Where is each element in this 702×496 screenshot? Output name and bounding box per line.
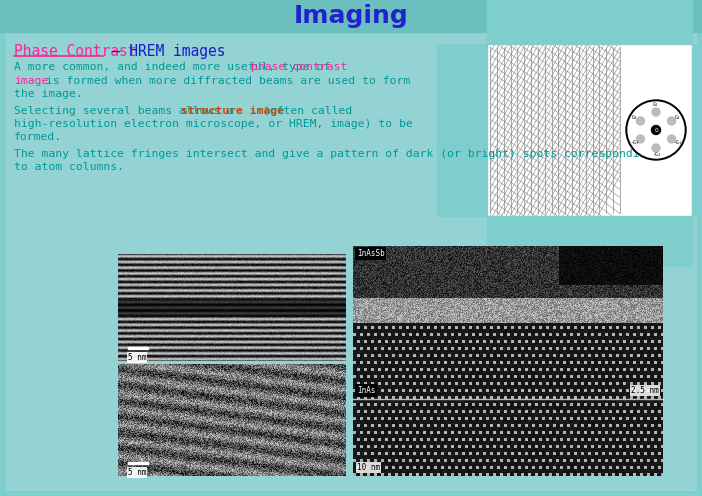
Bar bbox=[128, 462, 148, 464]
Text: InAsSb: InAsSb bbox=[357, 249, 385, 258]
Text: -G₃: -G₃ bbox=[630, 140, 639, 145]
Text: phase contrast: phase contrast bbox=[251, 62, 347, 72]
Text: 5 nm: 5 nm bbox=[128, 353, 147, 362]
Circle shape bbox=[637, 117, 644, 125]
Text: G₃: G₃ bbox=[632, 115, 637, 120]
Text: structure image: structure image bbox=[180, 106, 284, 116]
Text: G₂: G₂ bbox=[675, 115, 680, 120]
Circle shape bbox=[652, 108, 660, 116]
Circle shape bbox=[651, 125, 661, 134]
Text: – HREM images: – HREM images bbox=[103, 44, 225, 59]
Text: 5 nm: 5 nm bbox=[128, 468, 147, 477]
Text: O: O bbox=[655, 127, 658, 132]
Bar bbox=[487, 44, 692, 216]
Text: to atom columns.: to atom columns. bbox=[14, 163, 124, 173]
Text: -G₁: -G₁ bbox=[673, 140, 682, 145]
Circle shape bbox=[652, 144, 660, 152]
Text: G₁: G₁ bbox=[653, 103, 659, 108]
Circle shape bbox=[637, 135, 644, 143]
Bar bbox=[437, 44, 487, 216]
Circle shape bbox=[668, 135, 675, 143]
Text: Selecting several beams allows a: Selecting several beams allows a bbox=[14, 106, 241, 116]
Bar bbox=[487, 0, 692, 44]
Text: Imaging: Imaging bbox=[293, 4, 409, 28]
Text: Phase Contrast: Phase Contrast bbox=[14, 44, 136, 59]
Bar bbox=[0, 0, 702, 32]
Circle shape bbox=[628, 102, 684, 158]
Bar bbox=[128, 347, 148, 349]
Text: 2.5 nm: 2.5 nm bbox=[631, 386, 659, 395]
Bar bbox=[692, 44, 702, 216]
Circle shape bbox=[626, 100, 686, 160]
Text: the image.: the image. bbox=[14, 89, 83, 99]
Text: formed.: formed. bbox=[14, 132, 62, 142]
Circle shape bbox=[668, 117, 675, 125]
Text: image: image bbox=[14, 75, 48, 85]
Bar bbox=[487, 216, 692, 266]
Text: (often called: (often called bbox=[256, 106, 352, 116]
Text: 10 nm: 10 nm bbox=[357, 463, 380, 472]
Text: high-resolution electron microscope, or HREM, image) to be: high-resolution electron microscope, or … bbox=[14, 119, 413, 129]
Text: is formed when more diffracted beams are used to form: is formed when more diffracted beams are… bbox=[39, 75, 411, 85]
Text: InAs: InAs bbox=[357, 386, 376, 395]
Text: A more common, and indeed more useful, type of: A more common, and indeed more useful, t… bbox=[14, 62, 337, 72]
Text: -G₂: -G₂ bbox=[651, 152, 661, 158]
Text: The many lattice fringes intersect and give a pattern of dark (or bright) spots : The many lattice fringes intersect and g… bbox=[14, 149, 654, 159]
